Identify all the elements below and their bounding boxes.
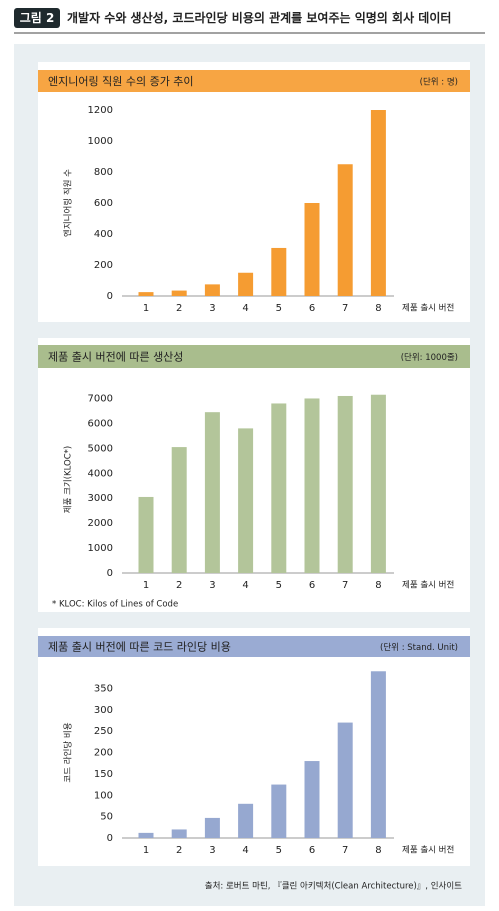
y-tick-label: 1000 (88, 543, 113, 554)
x-tick-label: 5 (276, 580, 282, 591)
y-tick-label: 100 (94, 790, 113, 801)
y-axis-label: 코드 라인당 비용 (63, 722, 74, 782)
bar (337, 722, 353, 838)
bar (238, 272, 254, 296)
y-tick-label: 1000 (88, 136, 113, 147)
x-tick-label: 4 (242, 580, 248, 591)
x-tick-label: 1 (143, 580, 149, 591)
bar (370, 671, 386, 838)
y-tick-label: 6000 (88, 418, 113, 429)
x-tick-label: 1 (143, 845, 149, 856)
bar (171, 290, 187, 296)
y-tick-label: 1200 (88, 105, 113, 116)
y-tick-label: 250 (94, 726, 113, 737)
y-tick-label: 400 (94, 229, 113, 240)
bar (138, 292, 154, 296)
x-tick-label: 6 (309, 580, 315, 591)
y-tick-label: 200 (94, 260, 113, 271)
chart-unit: (단위: 1000줄) (401, 352, 458, 363)
x-tick-label: 4 (242, 845, 248, 856)
y-tick-label: 350 (94, 683, 113, 694)
chart-title: 제품 출시 버전에 따른 생산성 (48, 351, 183, 364)
x-tick-label: 3 (209, 580, 215, 591)
x-tick-label: 8 (375, 845, 381, 856)
chart-header (38, 70, 470, 92)
bar (171, 447, 187, 573)
x-tick-label: 3 (209, 303, 215, 314)
y-tick-label: 4000 (88, 468, 113, 479)
bar (304, 398, 320, 573)
bar (304, 761, 320, 838)
chart-title: 제품 출시 버전에 따른 코드 라인당 비용 (48, 641, 231, 654)
y-tick-label: 7000 (88, 393, 113, 404)
y-tick-label: 800 (94, 167, 113, 178)
chart-box (38, 338, 470, 612)
x-tick-label: 2 (176, 845, 182, 856)
x-tick-label: 2 (176, 303, 182, 314)
bar (138, 496, 154, 573)
bar (271, 784, 287, 838)
x-tick-label: 2 (176, 580, 182, 591)
y-axis-label: 제품 크기(KLOC*) (64, 446, 74, 514)
bar (370, 394, 386, 573)
badge-box (14, 8, 60, 28)
bar (238, 803, 254, 838)
y-tick-label: 2000 (88, 518, 113, 529)
y-tick-label: 5000 (88, 443, 113, 454)
bar (370, 110, 386, 296)
bar (337, 395, 353, 573)
bar (271, 247, 287, 296)
y-tick-label: 50 (100, 812, 113, 823)
bar (204, 817, 220, 838)
note: * KLOC: Kilos of Lines of Code (52, 600, 178, 610)
x-tick-label: 5 (276, 303, 282, 314)
y-tick-label: 300 (94, 705, 113, 716)
x-axis-label: 제품 출시 버전 (402, 303, 454, 314)
y-tick-label: 600 (94, 198, 113, 209)
y-tick-label: 0 (107, 291, 113, 302)
x-tick-label: 7 (342, 580, 348, 591)
chart-unit: (단위 : Stand. Unit) (380, 642, 458, 653)
bar (271, 403, 287, 573)
x-tick-label: 6 (309, 845, 315, 856)
x-tick-label: 7 (342, 845, 348, 856)
chart-title: 엔지니어링 직원 수의 증가 추이 (48, 75, 194, 88)
bar (204, 284, 220, 296)
bar (171, 829, 187, 838)
chart-box (38, 628, 470, 866)
source: 출처: 로버트 마틴, 『클린 아키텍처(Clean Architecture)… (205, 881, 462, 892)
y-tick-label: 0 (107, 568, 113, 579)
x-tick-label: 5 (276, 845, 282, 856)
chart-header (38, 636, 470, 657)
bar (304, 203, 320, 296)
x-axis-label: 제품 출시 버전 (402, 845, 454, 856)
x-tick-label: 6 (309, 303, 315, 314)
y-tick-label: 0 (107, 833, 113, 844)
page-title: 개발자 수와 생산성, 코드라인당 비용의 관계를 보여주는 익명의 회사 데이… (67, 10, 451, 25)
chart-unit: (단위 : 명) (420, 77, 458, 88)
bar (204, 412, 220, 573)
x-tick-label: 7 (342, 303, 348, 314)
y-tick-label: 200 (94, 748, 113, 759)
bar (337, 164, 353, 296)
bar (138, 832, 154, 838)
x-tick-label: 3 (209, 845, 215, 856)
x-tick-label: 8 (375, 580, 381, 591)
bar (238, 428, 254, 573)
badge: 그림 2 (20, 11, 55, 25)
y-tick-label: 150 (94, 769, 113, 780)
x-tick-label: 8 (375, 303, 381, 314)
chart-header (38, 345, 470, 368)
x-axis-label: 제품 출시 버전 (402, 580, 454, 591)
y-tick-label: 3000 (88, 493, 113, 504)
x-tick-label: 4 (242, 303, 248, 314)
chart-box (38, 62, 470, 322)
x-tick-label: 1 (143, 303, 149, 314)
y-axis-label: 엔지니어링 직원 수 (63, 169, 74, 237)
